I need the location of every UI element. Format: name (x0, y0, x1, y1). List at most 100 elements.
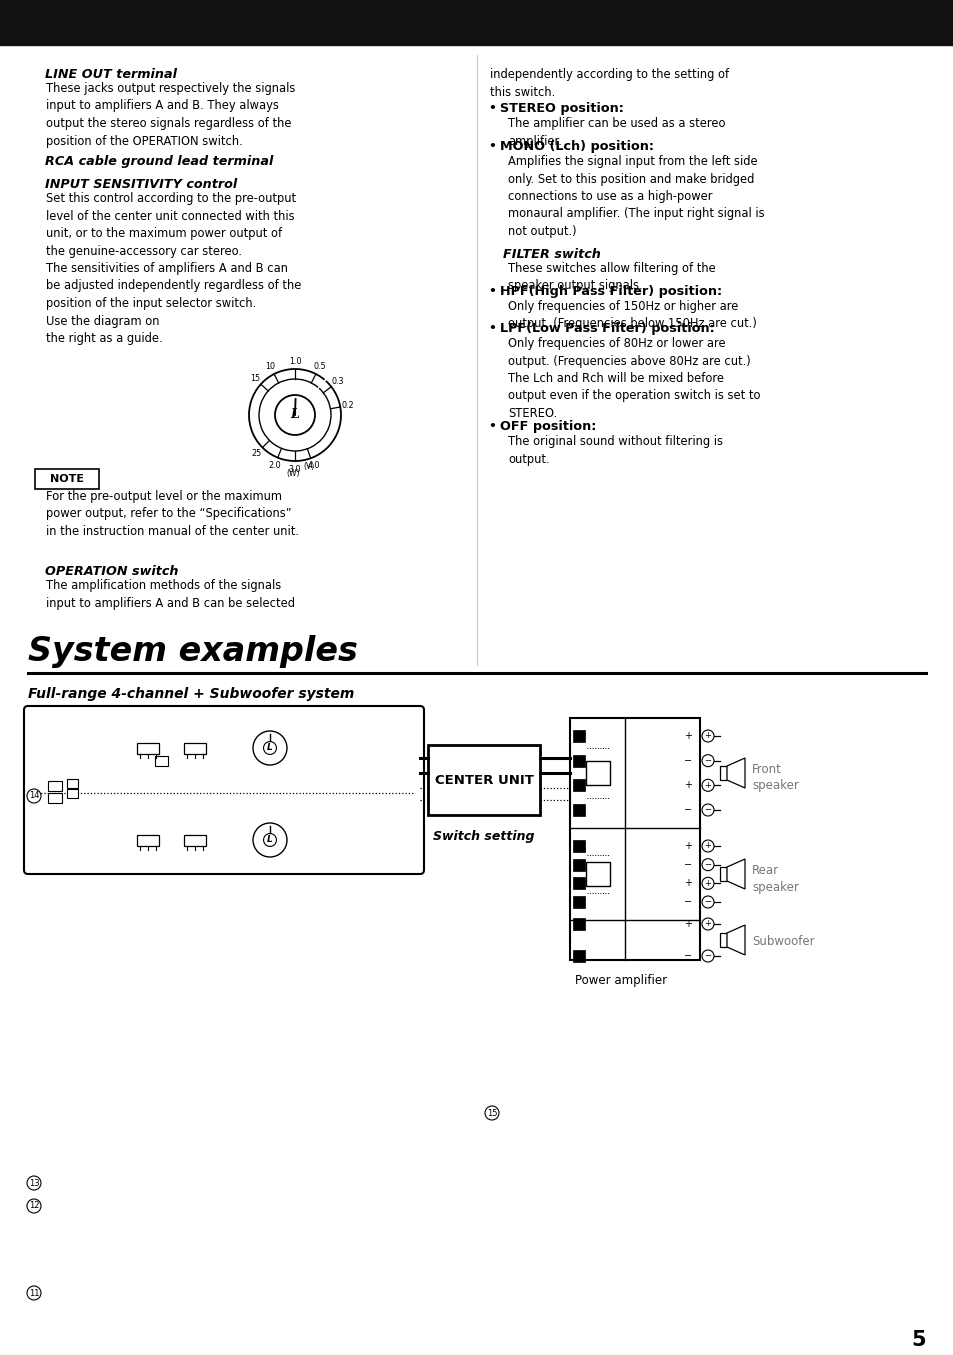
Bar (585, 762, 609, 785)
Text: •: • (488, 102, 496, 115)
Text: −: − (683, 805, 691, 814)
Text: L: L (267, 743, 273, 752)
Circle shape (701, 950, 713, 962)
Bar (720, 934, 726, 947)
Bar (573, 730, 584, 743)
Bar (573, 859, 584, 871)
Text: +: + (683, 730, 691, 741)
Circle shape (701, 779, 713, 791)
Text: 13: 13 (29, 1179, 39, 1187)
Text: −: − (703, 805, 711, 814)
Text: •: • (488, 322, 496, 335)
Bar (137, 743, 159, 753)
Text: +: + (704, 841, 711, 851)
Bar (184, 743, 206, 753)
Text: LPF(Low Pass Filter) position:: LPF(Low Pass Filter) position: (499, 322, 714, 335)
Circle shape (263, 741, 276, 755)
Text: OPERATION switch: OPERATION switch (45, 565, 178, 579)
Circle shape (263, 833, 276, 847)
Circle shape (701, 896, 713, 908)
Text: Amplifies the signal input from the left side
only. Set to this position and mak: Amplifies the signal input from the left… (507, 154, 763, 238)
Text: 1.0: 1.0 (289, 356, 301, 366)
Circle shape (701, 877, 713, 889)
Text: 0.3: 0.3 (331, 377, 343, 386)
Text: L: L (291, 408, 299, 421)
Circle shape (701, 859, 713, 871)
Text: +: + (704, 780, 711, 790)
Circle shape (701, 730, 713, 743)
Bar (48, 780, 62, 791)
Bar (573, 755, 584, 767)
Text: 5: 5 (910, 1331, 925, 1350)
Bar (585, 862, 609, 886)
Bar (428, 745, 539, 814)
Text: (V): (V) (303, 462, 314, 472)
Circle shape (701, 917, 713, 930)
Bar (573, 896, 584, 908)
Text: These jacks output respectively the signals
input to amplifiers A and B. They al: These jacks output respectively the sign… (46, 83, 295, 148)
Text: CENTER UNIT: CENTER UNIT (435, 774, 533, 786)
Text: STEREO position:: STEREO position: (499, 102, 623, 115)
Polygon shape (726, 925, 744, 955)
Circle shape (253, 822, 287, 856)
Bar (154, 756, 168, 766)
Bar (573, 917, 584, 930)
FancyBboxPatch shape (35, 469, 99, 489)
Text: MONO (Lch) position:: MONO (Lch) position: (499, 140, 654, 153)
Circle shape (701, 755, 713, 767)
Text: 15: 15 (250, 374, 259, 383)
Bar (573, 877, 584, 889)
Text: •: • (488, 140, 496, 153)
Circle shape (27, 1199, 41, 1213)
Text: +: + (683, 919, 691, 930)
Text: −: − (683, 951, 691, 961)
Text: Rear
speaker: Rear speaker (751, 864, 798, 893)
Text: 12: 12 (29, 1202, 39, 1210)
Text: 3.0: 3.0 (289, 465, 301, 473)
Text: •: • (488, 420, 496, 434)
Text: For the pre-output level or the maximum
power output, refer to the “Specificatio: For the pre-output level or the maximum … (46, 491, 298, 538)
Bar (184, 835, 206, 846)
Text: The original sound without filtering is
output.: The original sound without filtering is … (507, 435, 722, 466)
Bar (0, 0, 953, 45)
Text: Front
speaker: Front speaker (751, 763, 798, 793)
Circle shape (484, 1106, 498, 1121)
Polygon shape (726, 757, 744, 789)
Bar (137, 835, 159, 846)
Text: −: − (683, 859, 691, 870)
Text: Power amplifier: Power amplifier (575, 974, 666, 986)
Circle shape (253, 730, 287, 766)
Text: (W): (W) (286, 469, 299, 478)
Text: •: • (488, 285, 496, 298)
Text: System examples: System examples (28, 635, 357, 668)
Text: −: − (703, 756, 711, 766)
Text: FILTER switch: FILTER switch (502, 248, 600, 262)
Circle shape (27, 1176, 41, 1190)
Text: +: + (704, 732, 711, 740)
Text: OFF position:: OFF position: (499, 420, 596, 434)
Text: Switch setting: Switch setting (433, 831, 534, 843)
Text: Only frequencies of 80Hz or lower are
output. (Frequencies above 80Hz are cut.)
: Only frequencies of 80Hz or lower are ou… (507, 337, 760, 420)
Text: NOTE: NOTE (50, 474, 84, 484)
Bar (67, 789, 78, 798)
Circle shape (27, 1286, 41, 1299)
Text: 0.5: 0.5 (313, 362, 326, 371)
Bar (573, 779, 584, 791)
Text: Only frequencies of 150Hz or higher are
output. (Frequencies below 150Hz are cut: Only frequencies of 150Hz or higher are … (507, 299, 756, 331)
Text: 2.0: 2.0 (268, 461, 281, 470)
Text: 15: 15 (486, 1108, 497, 1118)
Text: 25: 25 (252, 449, 262, 458)
Text: Set this control according to the pre-output
level of the center unit connected : Set this control according to the pre-ou… (46, 192, 301, 346)
Bar (720, 867, 726, 881)
FancyBboxPatch shape (24, 706, 423, 874)
Circle shape (701, 840, 713, 852)
Bar (67, 779, 78, 789)
Text: 4.0: 4.0 (307, 461, 319, 470)
Text: L: L (267, 835, 273, 844)
Text: +: + (683, 841, 691, 851)
Circle shape (701, 804, 713, 816)
Bar (573, 840, 584, 852)
Text: +: + (704, 879, 711, 888)
Polygon shape (726, 859, 744, 889)
Text: −: − (703, 897, 711, 906)
